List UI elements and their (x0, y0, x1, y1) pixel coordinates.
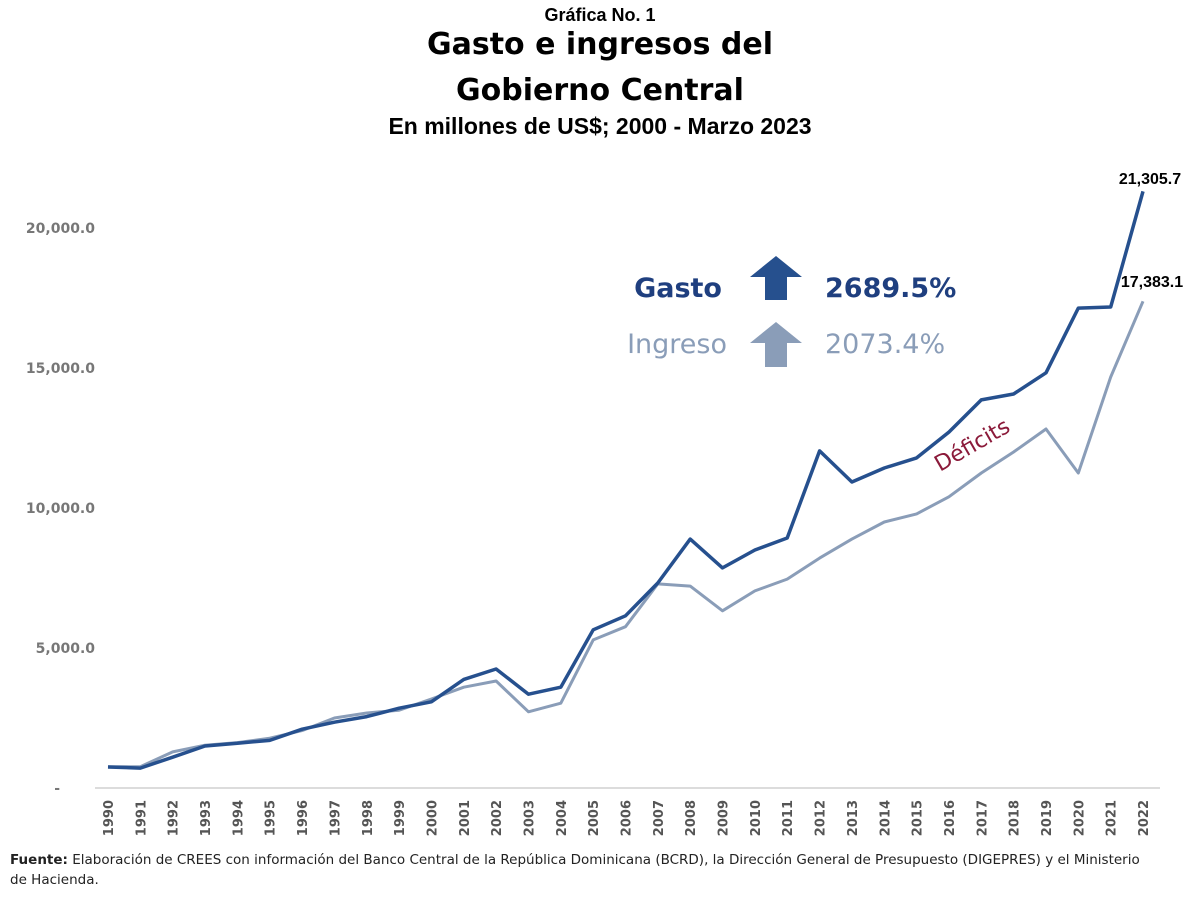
source-label: Fuente: (10, 852, 68, 868)
x-tick-label: 1999 (393, 800, 408, 836)
ingreso-end-label: 17,383.1 (1121, 274, 1183, 291)
arrow-up-icon (750, 256, 802, 300)
chart-label: Gráfica No. 1 (544, 5, 656, 25)
legend-ingreso-label: Ingreso (627, 329, 727, 360)
legend-ingreso-growth: 2073.4% (825, 329, 945, 360)
source-footnote: Fuente: Elaboración de CREES con informa… (10, 850, 1160, 890)
x-tick-label: 1991 (134, 800, 149, 836)
x-tick-label: 2012 (814, 800, 829, 836)
x-tick-label: 1994 (231, 800, 246, 836)
x-tick-label: 2020 (1072, 800, 1087, 836)
x-tick-label: 2003 (522, 800, 537, 836)
y-tick-label: - (54, 781, 60, 797)
x-tick-label: 1990 (102, 800, 117, 836)
y-tick-label: 5,000.0 (36, 641, 96, 657)
x-tick-label: 2001 (458, 800, 473, 836)
x-tick-label: 2002 (490, 800, 505, 836)
x-tick-label: 2011 (781, 800, 796, 836)
x-tick-label: 2018 (1008, 800, 1023, 836)
y-tick-label: 10,000.0 (26, 501, 95, 517)
chart-title-line1: Gasto e ingresos del (426, 27, 774, 62)
x-tick-label: 2016 (943, 800, 958, 836)
x-tick-label: 2017 (975, 800, 990, 836)
x-tick-label: 2014 (878, 800, 893, 836)
chart-title-line2: Gobierno Central (456, 73, 744, 108)
y-tick-label: 15,000.0 (26, 361, 95, 377)
x-tick-label: 1997 (328, 800, 343, 836)
x-tick-label: 2004 (555, 800, 570, 836)
x-tick-label: 2015 (911, 800, 926, 836)
y-tick-label: 20,000.0 (26, 221, 95, 237)
chart-subtitle: En millones de US$; 2000 - Marzo 2023 (388, 113, 812, 139)
series-line-ingreso (108, 300, 1145, 769)
x-tick-label: 2019 (1040, 800, 1055, 836)
x-tick-label: 2013 (846, 800, 861, 836)
x-tick-label: 2022 (1137, 800, 1152, 836)
source-text: Elaboración de CREES con información del… (10, 852, 1140, 888)
x-tick-label: 2007 (652, 800, 667, 836)
x-tick-label: 1993 (199, 800, 214, 836)
x-tick-label: 2005 (587, 800, 602, 836)
x-tick-label: 1996 (296, 800, 311, 836)
x-tick-label: 2010 (749, 800, 764, 836)
x-tick-label: 2008 (684, 800, 699, 836)
series-line-gasto (107, 190, 1145, 770)
gasto-end-label: 21,305.7 (1119, 171, 1181, 188)
deficits-annotation: Déficits (931, 414, 1015, 477)
legend-gasto-growth: 2689.5% (825, 273, 956, 304)
x-tick-label: 2009 (717, 800, 732, 836)
x-tick-label: 2021 (1105, 800, 1120, 836)
x-tick-label: 2006 (620, 800, 635, 836)
arrow-up-icon (750, 322, 802, 367)
x-tick-label: 1998 (361, 800, 376, 836)
x-tick-label: 2000 (425, 800, 440, 836)
x-tick-label: 1995 (264, 800, 279, 836)
legend-gasto-label: Gasto (634, 273, 722, 304)
legend: Gasto 2689.5% Ingreso 2073.4% (627, 256, 956, 367)
x-tick-label: 1992 (167, 800, 182, 836)
